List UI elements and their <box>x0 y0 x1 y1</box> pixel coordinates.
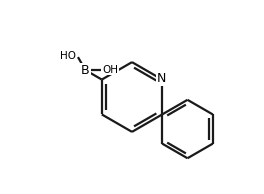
Text: HO: HO <box>60 51 76 61</box>
Text: B: B <box>81 64 90 77</box>
Text: OH: OH <box>102 65 119 75</box>
Text: N: N <box>157 72 166 85</box>
